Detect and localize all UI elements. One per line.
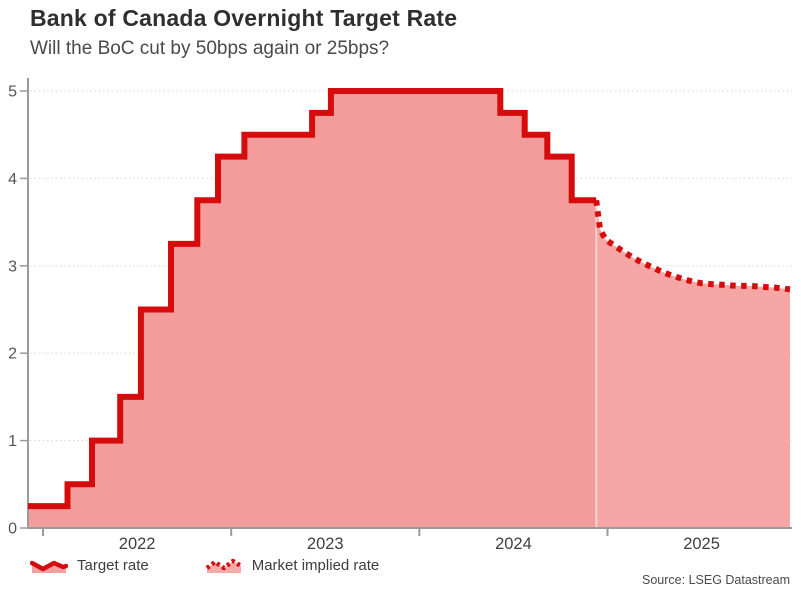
chart-title: Bank of Canada Overnight Target Rate — [30, 5, 458, 31]
x-tick-label-2023: 2023 — [307, 535, 344, 553]
legend-label-market-implied: Market implied rate — [251, 557, 380, 574]
legend: Target rate Market implied rate — [30, 557, 379, 574]
y-tick-label-4: 4 — [8, 171, 17, 188]
y-tick-label-2: 2 — [8, 346, 17, 363]
y-tick-label-3: 3 — [8, 258, 17, 275]
market-implied-line — [593, 199, 791, 293]
x-tick-label-2024: 2024 — [495, 535, 532, 553]
x-tick-label-2022: 2022 — [119, 535, 156, 553]
target-rate-legend-icon — [30, 560, 68, 573]
x-tick-label-2025: 2025 — [683, 535, 720, 553]
y-tick-label-0: 0 — [8, 521, 17, 538]
market-implied-area — [596, 200, 790, 529]
target-rate-area — [28, 91, 597, 528]
source-credit: Source: LSEG Datastream — [642, 573, 790, 587]
legend-label-target-rate: Target rate — [77, 557, 149, 574]
chart-subtitle: Will the BoC cut by 50bps again or 25bps… — [30, 38, 390, 59]
y-tick-label-1: 1 — [8, 433, 17, 450]
target-rate-line — [28, 88, 597, 510]
market-implied-legend-icon — [205, 558, 242, 573]
y-tick-label-5: 5 — [8, 84, 17, 101]
legend-item-market-implied: Market implied rate — [205, 557, 380, 574]
legend-item-target-rate: Target rate — [30, 557, 149, 574]
